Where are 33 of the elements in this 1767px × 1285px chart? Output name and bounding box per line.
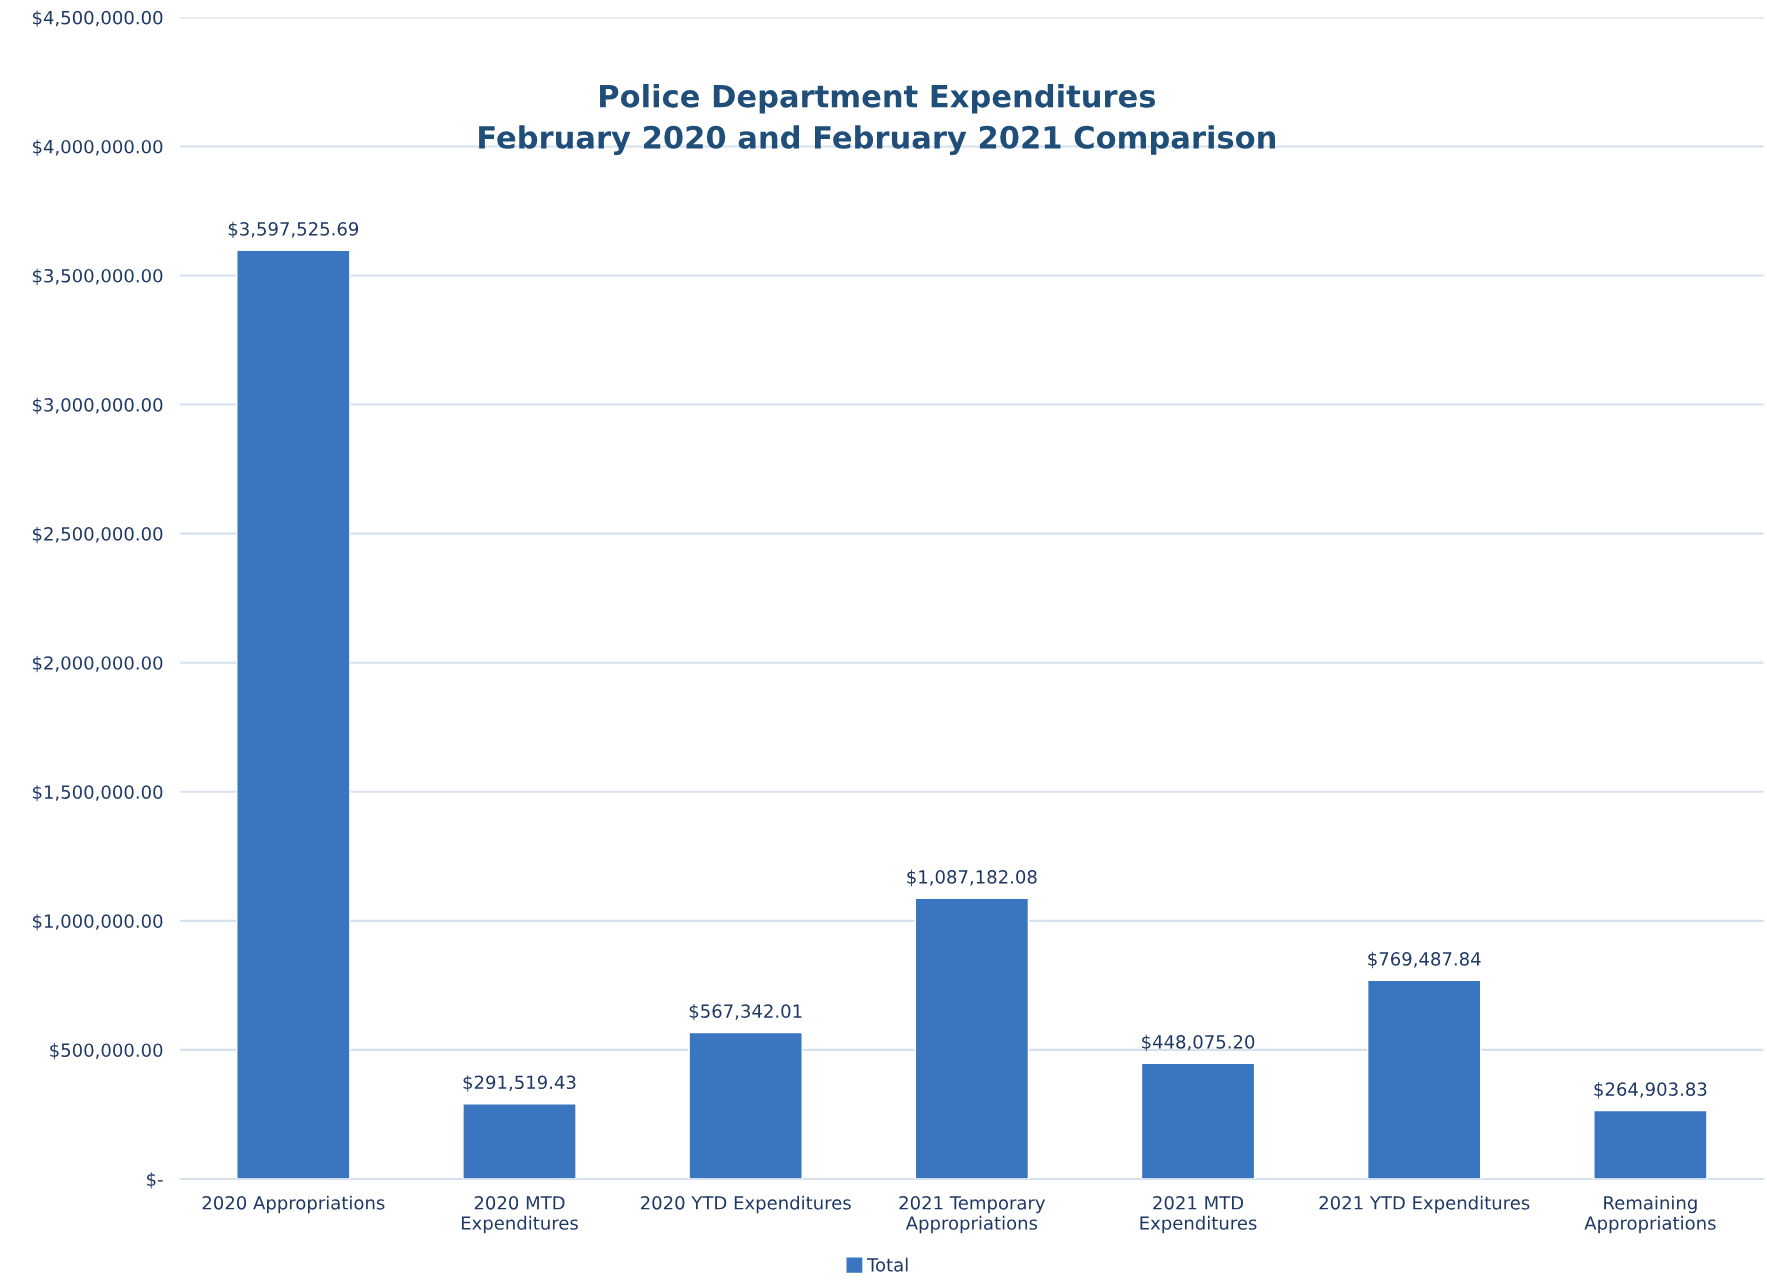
- bar: [1140, 1062, 1256, 1179]
- x-tick-label: Remaining Appropriations: [1584, 1195, 1716, 1234]
- y-tick-label: $1,000,000.00: [32, 913, 163, 931]
- x-tick-label: 2021 MTD Expenditures: [1140, 1195, 1257, 1234]
- data-label: $1,087,182.08: [907, 869, 1037, 887]
- x-tick-label: 2020 MTD Expenditures: [461, 1195, 578, 1234]
- x-tick-label: 2021 Temporary Appropriations: [899, 1195, 1046, 1234]
- data-label: $769,487.84: [1368, 951, 1481, 969]
- y-tick-label: $3,000,000.00: [32, 397, 163, 415]
- data-label: $567,342.01: [689, 1003, 802, 1021]
- y-tick-label: $4,500,000.00: [32, 10, 163, 27]
- x-tick-label: 2020 Appropriations: [202, 1195, 385, 1214]
- y-tick-label: $500,000.00: [50, 1043, 163, 1060]
- x-tick-label: 2020 YTD Expenditures: [640, 1195, 851, 1214]
- y-tick-label: $2,500,000.00: [32, 526, 163, 544]
- legend-label: Total: [866, 1257, 908, 1272]
- bar: [462, 1103, 577, 1179]
- data-label: $448,075.20: [1142, 1034, 1255, 1052]
- bar: [236, 249, 351, 1179]
- bar: [688, 1031, 803, 1179]
- y-tick-label: $4,000,000.00: [32, 139, 163, 156]
- y-tick-label: $-: [147, 1172, 163, 1189]
- data-label: $291,519.43: [463, 1075, 576, 1092]
- x-tick-label: 2021 YTD Expenditures: [1319, 1195, 1530, 1214]
- bar: [1366, 979, 1482, 1179]
- data-label: $264,903.83: [1594, 1082, 1707, 1099]
- bar: [914, 897, 1030, 1179]
- y-tick-label: $3,500,000.00: [32, 268, 163, 285]
- data-label: $3,597,525.69: [228, 221, 359, 239]
- text: Police Department Expenditures February 2020 and February 2021 Comparison: [479, 84, 1276, 155]
- y-tick-label: $2,000,000.00: [32, 655, 163, 673]
- bar: [1593, 1109, 1708, 1179]
- y-tick-label: $1,500,000.00: [32, 784, 163, 802]
